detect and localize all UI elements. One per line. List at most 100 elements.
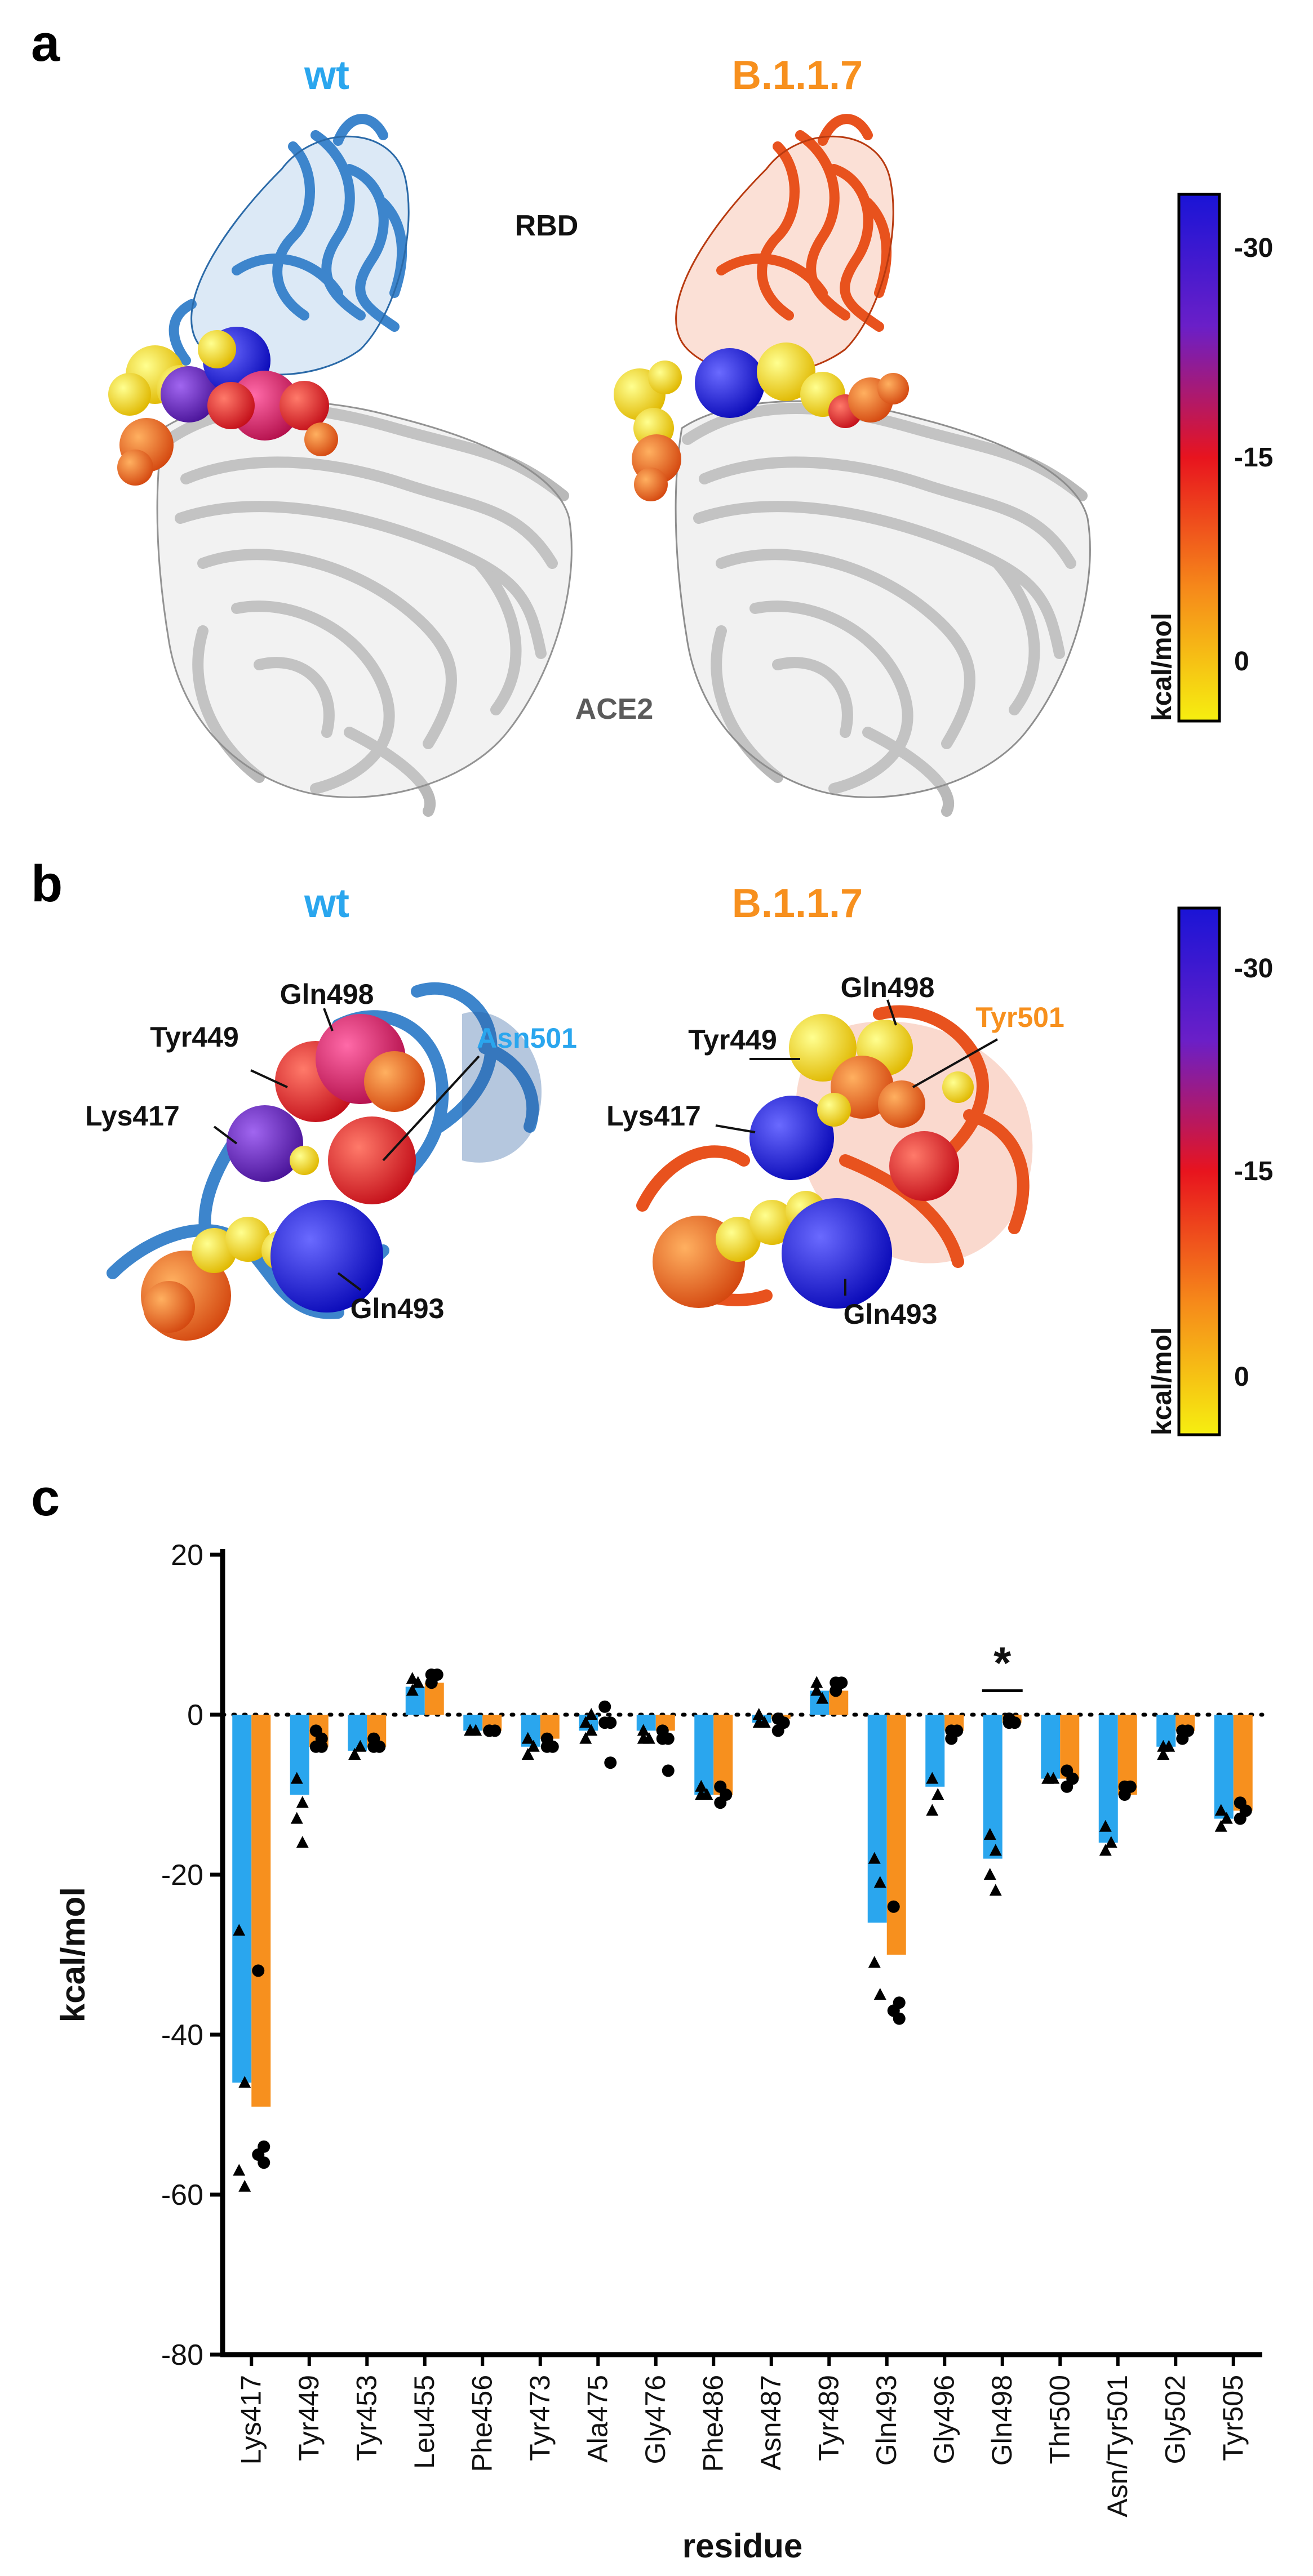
x-tick-label: Tyr489: [813, 2375, 844, 2461]
x-tick-label: Gly496: [928, 2375, 960, 2464]
bar-b117: [1233, 1715, 1253, 1811]
x-tick-label: Phe486: [697, 2375, 729, 2472]
panel-b-title-b117: B.1.1.7: [732, 881, 863, 926]
point-b117: [887, 1900, 900, 1913]
point-b117: [315, 1740, 328, 1753]
point-b117: [483, 1724, 496, 1737]
point-b117: [252, 1964, 265, 1977]
point-b117: [367, 1740, 380, 1753]
ace2-ribbon-wt: [163, 403, 569, 817]
point-wt: [411, 1676, 424, 1688]
wt-closeup-spheres: [141, 1014, 425, 1341]
point-wt: [695, 1788, 708, 1800]
point-wt: [752, 1708, 765, 1720]
y-tick-label: -40: [161, 2019, 203, 2052]
point-wt: [873, 1876, 886, 1888]
y-axis-label: kcal/mol: [54, 1887, 92, 2022]
panel-b-title-wt: wt: [304, 881, 349, 926]
b117-residue-spheres: [614, 342, 909, 501]
label-b117-tyr449: Tyr449: [688, 1024, 777, 1056]
point-wt: [926, 1804, 939, 1816]
label-b117-gln498: Gln498: [841, 972, 935, 1003]
label-b117-lys417: Lys417: [606, 1100, 701, 1132]
bar-b117: [251, 1715, 271, 2107]
x-tick-label: Asn/Tyr501: [1102, 2375, 1133, 2517]
point-wt: [585, 1708, 598, 1720]
x-tick-label: Gly476: [640, 2375, 671, 2464]
point-b117: [656, 1732, 669, 1745]
b117-closeup-spheres: [653, 1014, 974, 1309]
bar-wt: [636, 1715, 656, 1731]
point-b117: [258, 2156, 270, 2169]
point-wt: [406, 1672, 419, 1684]
point-wt: [521, 1732, 534, 1744]
bar-wt: [694, 1715, 714, 1795]
point-wt: [752, 1716, 765, 1728]
colorbar-a-tick-0: -30: [1234, 233, 1273, 263]
label-wt-tyr449: Tyr449: [150, 1021, 239, 1053]
point-wt: [290, 1772, 303, 1784]
point-wt: [527, 1739, 540, 1752]
point-b117: [771, 1724, 784, 1737]
point-b117: [1003, 1716, 1015, 1729]
point-wt: [354, 1739, 367, 1752]
panel-b: b wt B.1.1.7: [31, 855, 1273, 1436]
point-wt: [989, 1844, 1002, 1856]
x-tick-label: Thr500: [1044, 2375, 1075, 2464]
x-tick-label: Tyr453: [351, 2375, 382, 2461]
panel-letter-a: a: [31, 15, 60, 72]
point-b117: [1118, 1788, 1131, 1801]
y-tick-label: -60: [161, 2179, 203, 2212]
colorbar-b-tick-1: -15: [1234, 1156, 1273, 1186]
point-wt: [406, 1684, 419, 1696]
label-b117-gln493: Gln493: [844, 1298, 938, 1330]
x-tick-label: Leu455: [409, 2375, 440, 2469]
point-b117: [1176, 1732, 1189, 1745]
bar-wt: [1156, 1715, 1176, 1747]
colorbar-b-tick-0: -30: [1234, 954, 1273, 984]
point-wt: [1099, 1819, 1112, 1832]
label-b117-tyr501: Tyr501: [975, 1002, 1064, 1033]
point-wt: [983, 1828, 996, 1840]
point-wt: [1214, 1819, 1227, 1832]
point-b117: [604, 1756, 617, 1769]
y-tick-label: 20: [171, 1539, 203, 1572]
label-wt-gln493: Gln493: [351, 1293, 445, 1324]
x-tick-label: Asn487: [755, 2375, 787, 2471]
x-tick-label: Tyr473: [524, 2375, 556, 2461]
point-b117: [662, 1764, 675, 1777]
point-wt: [810, 1684, 823, 1696]
point-b117: [1234, 1812, 1247, 1825]
point-b117: [1061, 1780, 1074, 1793]
point-wt: [579, 1716, 592, 1728]
label-wt-asn501: Asn501: [477, 1022, 577, 1054]
colorbar-b-tick-2: 0: [1234, 1362, 1249, 1392]
point-wt: [296, 1836, 309, 1848]
point-wt: [868, 1956, 881, 1968]
point-wt: [464, 1724, 477, 1736]
point-b117: [540, 1740, 553, 1753]
bar-wt: [1041, 1715, 1061, 1779]
x-tick-label: Gln498: [986, 2375, 1018, 2466]
point-wt: [1099, 1844, 1112, 1856]
point-wt: [238, 2076, 251, 2088]
label-ace2: ACE2: [575, 693, 654, 726]
bar-b117: [886, 1715, 906, 1955]
x-tick-label: Gly502: [1159, 2375, 1191, 2464]
point-b117: [945, 1732, 958, 1745]
bar-wt: [1098, 1715, 1118, 1843]
point-wt: [1157, 1748, 1170, 1760]
panel-a-title-wt: wt: [304, 53, 349, 98]
point-wt: [233, 2164, 246, 2176]
point-wt: [348, 1748, 361, 1760]
point-wt: [1220, 1812, 1233, 1824]
point-wt: [1041, 1772, 1054, 1784]
x-tick-label: Lys417: [235, 2375, 267, 2464]
point-wt: [637, 1732, 650, 1744]
bar-wt: [348, 1715, 367, 1751]
y-tick-label: -80: [161, 2339, 203, 2372]
x-tick-label: Phe456: [466, 2375, 498, 2472]
wt-residue-spheres: [108, 327, 338, 486]
point-b117: [893, 2012, 906, 2025]
point-b117: [598, 1716, 611, 1729]
